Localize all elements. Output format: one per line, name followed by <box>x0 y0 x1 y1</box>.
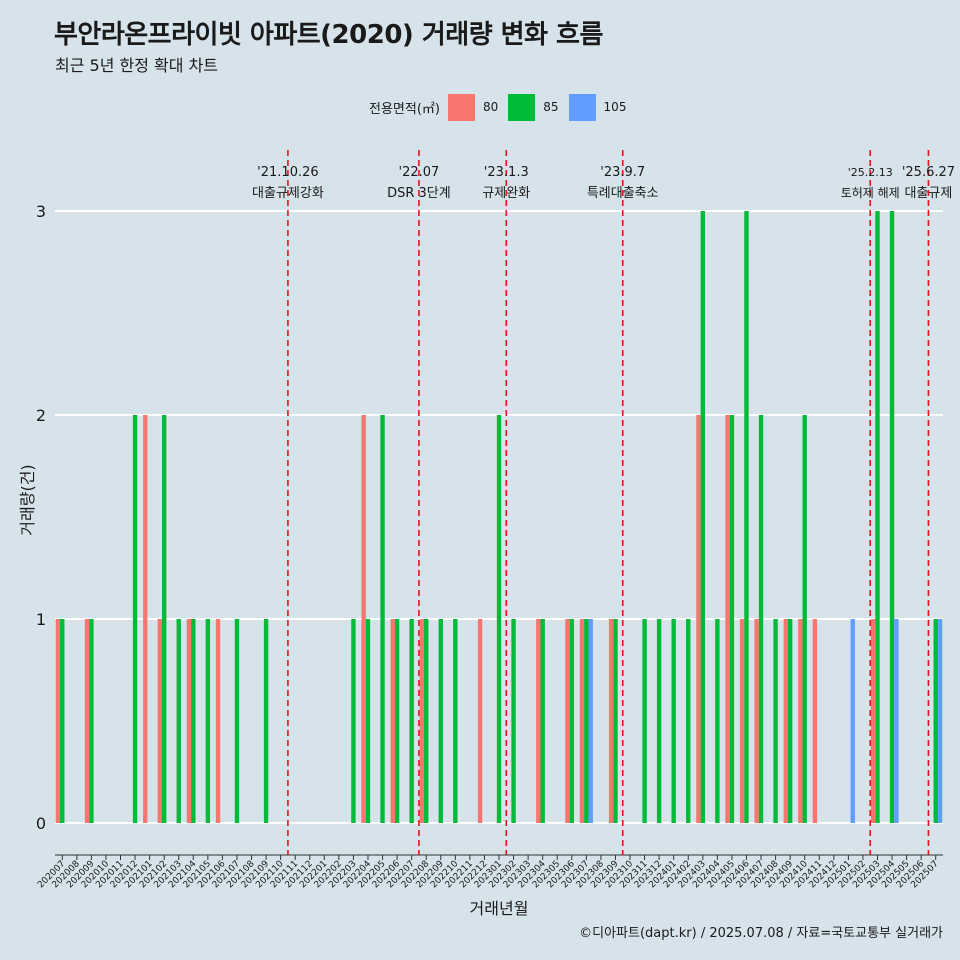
bar-80-202106 <box>215 619 221 823</box>
bar-80-202206 <box>390 619 395 823</box>
bar-80-202102 <box>157 619 162 823</box>
event-label-6: 대출규제 <box>905 186 953 201</box>
bar-85-202408 <box>773 619 778 823</box>
bar-85-202507 <box>933 619 938 823</box>
bar-80-202101 <box>143 415 148 823</box>
bar-80-202212 <box>477 619 483 823</box>
bar-85-202012 <box>132 415 138 823</box>
event-date-5: '25.2.13 <box>848 166 893 179</box>
event-date-2: '22.07 <box>399 165 440 180</box>
bar-80-202304 <box>536 619 541 823</box>
bar-105-202504 <box>894 619 899 823</box>
y-tick-label: 3 <box>36 202 46 221</box>
legend-label-85: 85 <box>543 100 559 114</box>
bar-85-202205 <box>380 415 385 823</box>
chart-subtitle: 최근 5년 한정 확대 차트 <box>55 56 219 75</box>
bar-85-202405 <box>729 415 735 823</box>
bar-85-202406 <box>744 211 749 823</box>
bar-85-202402 <box>686 619 691 823</box>
bar-85-202304 <box>540 619 545 823</box>
y-tick-label: 1 <box>36 610 46 629</box>
bar-85-202107 <box>234 619 240 823</box>
bar-85-202410 <box>802 415 807 823</box>
bar-85-202009 <box>89 619 94 823</box>
event-label-3: 규제완화 <box>482 186 530 201</box>
bar-85-202302 <box>511 619 516 823</box>
bar-80-202411 <box>812 619 818 823</box>
event-label-5: 토허제 해제 <box>841 186 900 200</box>
bar-80-202208 <box>419 619 425 823</box>
legend-key-80 <box>447 93 475 121</box>
bar-85-202104 <box>191 619 196 823</box>
bar-80-202309 <box>608 619 614 823</box>
bar-85-202401 <box>671 619 676 823</box>
bar-85-202204 <box>365 619 371 823</box>
bar-85-202404 <box>715 619 720 823</box>
bar-85-202210 <box>453 619 458 823</box>
bar-105-202507 <box>937 619 943 823</box>
bar-80-202410 <box>798 619 803 823</box>
bar-105-202307 <box>588 619 593 823</box>
legend-title: 전용면적(㎡) <box>369 101 440 117</box>
bar-85-202403 <box>700 211 705 823</box>
bar-85-202301 <box>496 415 502 823</box>
bar-80-202009 <box>84 619 90 823</box>
bar-80-202403 <box>696 415 701 823</box>
bar-80-202007 <box>55 619 61 823</box>
bar-85-202407 <box>758 415 764 823</box>
bar-85-202102 <box>162 415 167 823</box>
event-date-1: '21.10.26 <box>257 165 318 180</box>
legend-item-80: 80 <box>447 93 502 121</box>
bar-85-202208 <box>424 619 429 823</box>
y-tick-label: 2 <box>36 406 46 425</box>
bar-85-202409 <box>787 619 793 823</box>
bar-80-202409 <box>783 619 788 823</box>
bar-80-202407 <box>754 619 759 823</box>
bar-105-202501 <box>850 619 855 823</box>
event-label-1: 대출규제강화 <box>252 186 324 201</box>
bar-85-202203 <box>351 619 356 823</box>
legend: 전용면적(㎡) 80 85 105 <box>369 92 636 122</box>
bar-80-202503 <box>870 619 876 823</box>
source-caption: ©디아파트(dapt.kr) / 2025.07.08 / 자료=국토교통부 실… <box>579 926 943 941</box>
event-date-3: '23.1.3 <box>484 165 529 180</box>
legend-label-80: 80 <box>482 100 499 114</box>
bar-85-202307 <box>584 619 589 823</box>
legend-label-105: 105 <box>603 100 627 114</box>
bar-80-202405 <box>725 415 730 823</box>
y-tick-label: 0 <box>36 814 46 833</box>
bar-80-202306 <box>565 619 570 823</box>
event-date-4: '23.9.7 <box>600 165 645 180</box>
bar-85-202209 <box>438 619 443 823</box>
bar-85-202103 <box>176 619 181 823</box>
bar-80-202104 <box>186 619 192 823</box>
bar-85-202309 <box>613 619 618 823</box>
bar-85-202306 <box>569 619 574 823</box>
legend-key-85 <box>508 93 536 121</box>
event-label-2: DSR 3단계 <box>387 186 451 201</box>
event-label-4: 특례대출축소 <box>587 186 659 201</box>
legend-item-85: 85 <box>508 93 562 121</box>
event-date-6: '25.6.27 <box>902 165 955 180</box>
bar-80-202307 <box>579 619 585 823</box>
bar-85-202312 <box>656 619 662 823</box>
bar-80-202406 <box>739 619 745 823</box>
y-axis-title: 거래량(건) <box>18 464 37 535</box>
legend-key-105 <box>568 93 596 121</box>
bar-85-202311 <box>642 619 647 823</box>
bar-85-202109 <box>263 619 269 823</box>
bar-85-202105 <box>205 619 211 823</box>
bar-85-202503 <box>875 211 880 823</box>
bar-85-202207 <box>409 619 414 823</box>
bar-80-202204 <box>361 415 366 823</box>
bar-85-202504 <box>889 211 895 823</box>
x-axis-title: 거래년월 <box>470 899 529 918</box>
bar-85-202206 <box>394 619 400 823</box>
chart-title: 부안라온프라이빗 아파트(2020) 거래량 변화 흐름 <box>54 20 603 50</box>
bar-85-202007 <box>60 619 65 823</box>
legend-item-105: 105 <box>568 93 631 121</box>
